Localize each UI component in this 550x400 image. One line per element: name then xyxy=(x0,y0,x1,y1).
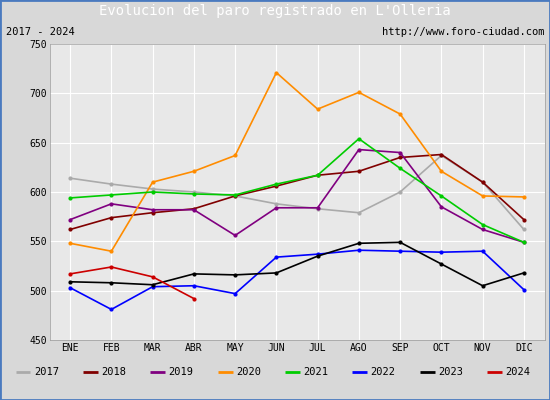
Text: http://www.foro-ciudad.com: http://www.foro-ciudad.com xyxy=(382,27,544,37)
Text: 2020: 2020 xyxy=(236,367,261,377)
Text: Evolucion del paro registrado en L'Olleria: Evolucion del paro registrado en L'Oller… xyxy=(99,4,451,18)
Text: 2017: 2017 xyxy=(34,367,59,377)
Text: 2021: 2021 xyxy=(303,367,328,377)
Text: 2017 - 2024: 2017 - 2024 xyxy=(6,27,74,37)
Text: 2022: 2022 xyxy=(371,367,395,377)
Text: 2024: 2024 xyxy=(505,367,530,377)
Text: 2018: 2018 xyxy=(101,367,126,377)
Text: 2023: 2023 xyxy=(438,367,463,377)
Text: 2019: 2019 xyxy=(168,367,194,377)
